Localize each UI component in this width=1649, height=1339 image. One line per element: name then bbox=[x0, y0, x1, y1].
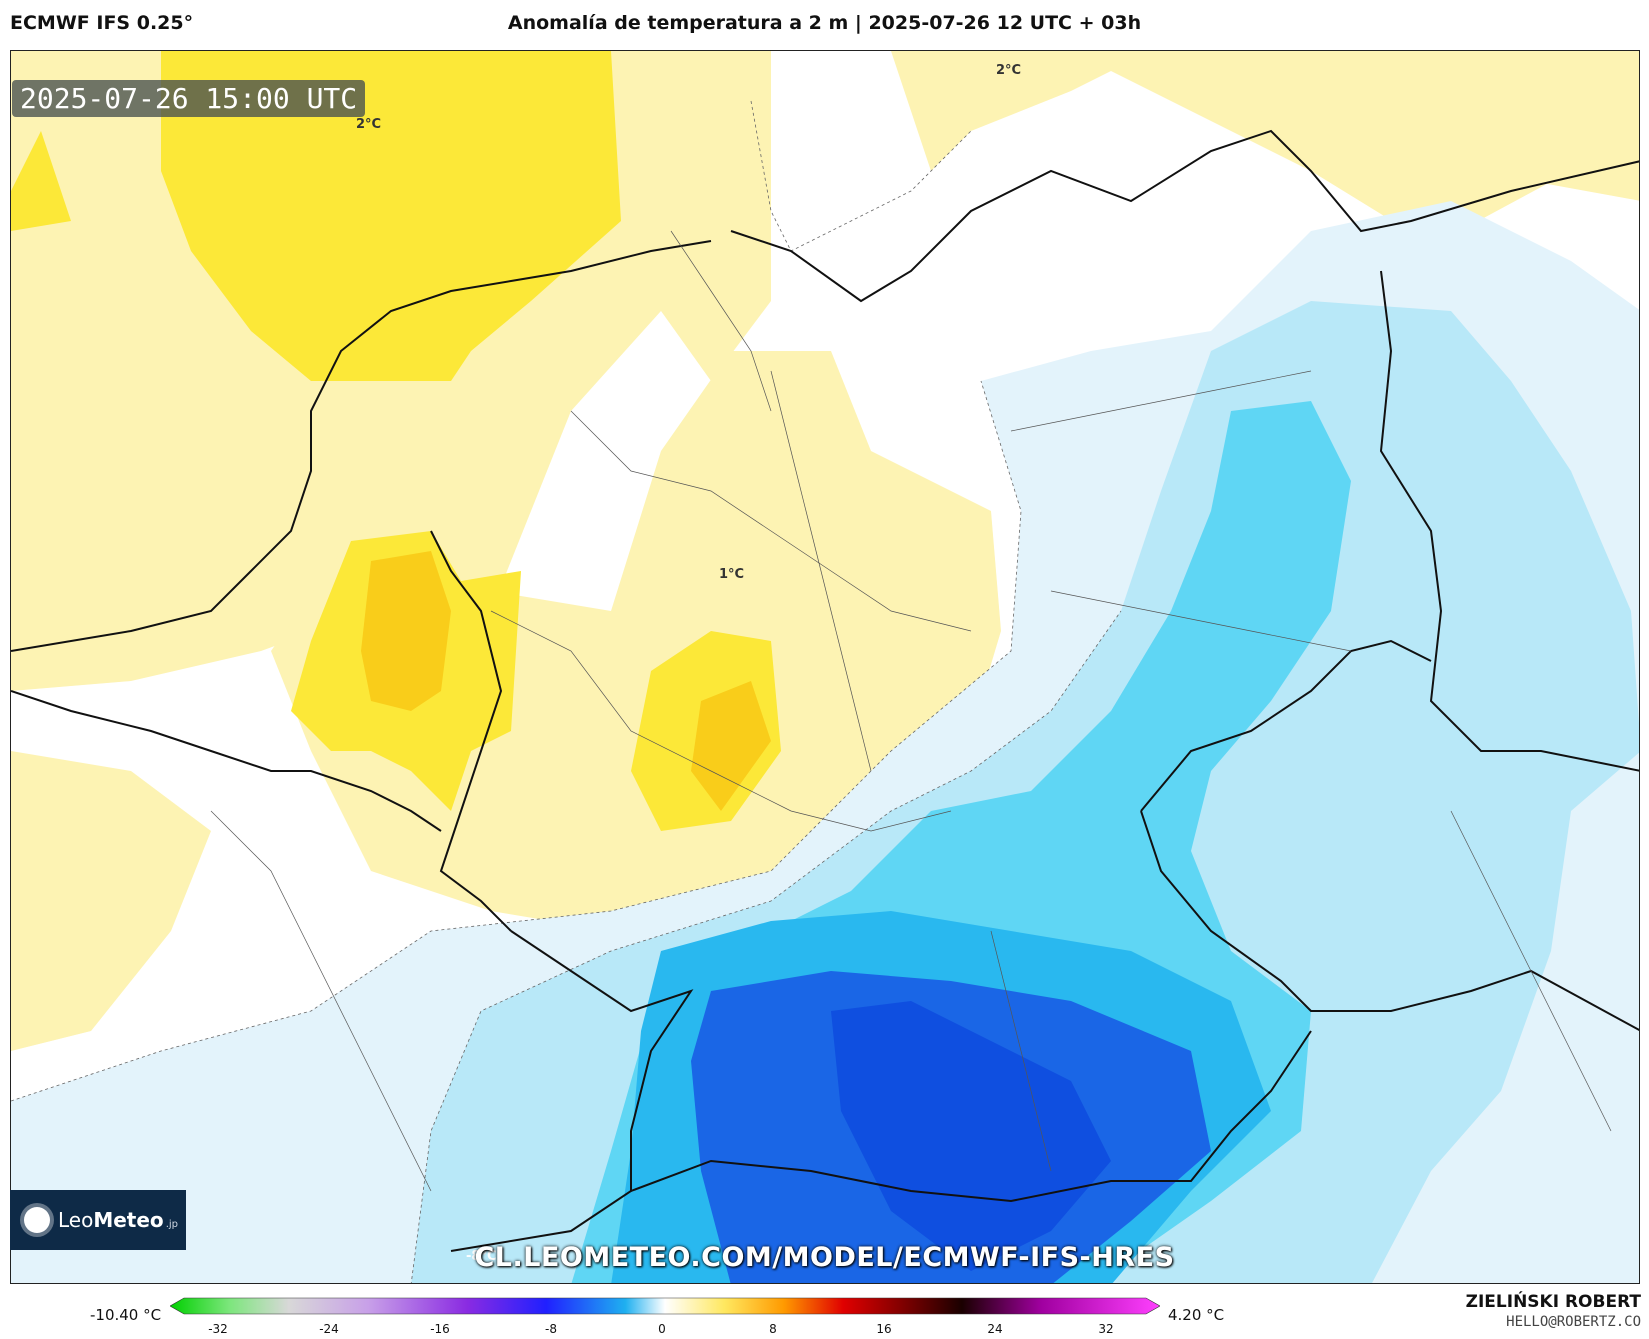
map-title: Anomalía de temperatura a 2 m | 2025-07-… bbox=[507, 12, 1142, 34]
border-east-south bbox=[1140, 810, 1639, 1032]
warm-area-sea-core bbox=[161, 51, 621, 381]
border-west bbox=[11, 690, 442, 832]
legend-bar: -10.40 °C -32 -24 -16 bbox=[0, 1288, 1649, 1339]
leometeo-logo[interactable]: LeoMeteo .jp bbox=[10, 1190, 186, 1250]
legend-tick: -16 bbox=[430, 1322, 450, 1336]
contour-zero-south bbox=[11, 380, 1022, 1102]
sun-icon bbox=[24, 1207, 50, 1233]
cold-area-south-core bbox=[831, 1001, 1111, 1271]
contour-label-minus8c: -8°C bbox=[466, 1249, 497, 1264]
border-south bbox=[450, 930, 694, 1252]
regional-border-h bbox=[990, 930, 1052, 1172]
coastline-baltic bbox=[730, 129, 1639, 303]
valid-time-badge: 2025-07-26 15:00 UTC bbox=[12, 80, 366, 117]
color-scale-bar bbox=[170, 1297, 1160, 1315]
warm-area-benelux-core bbox=[361, 551, 451, 711]
regional-border-e bbox=[1050, 590, 1352, 652]
warm-area-far-northeast bbox=[1261, 51, 1639, 241]
watermark-url: CL.LEOMETEO.COM/MODEL/ECMWF-IFS-HRES bbox=[474, 1242, 1175, 1273]
contour-label-2c-west: 2°C bbox=[356, 117, 382, 132]
legend-tick: 0 bbox=[658, 1322, 666, 1336]
coastline-north-sea bbox=[11, 240, 712, 652]
legend-tick: 16 bbox=[876, 1322, 892, 1336]
warm-area-west-strip bbox=[11, 131, 71, 231]
author-email[interactable]: HELLO@ROBERTZ.CO bbox=[1506, 1314, 1641, 1330]
warm-area-southwest bbox=[11, 751, 211, 1051]
max-value-label: 4.20 °C bbox=[1168, 1306, 1225, 1324]
logo-text: LeoMeteo bbox=[58, 1208, 164, 1232]
regional-border-g bbox=[1450, 810, 1612, 1132]
contour-label-1c: 1°C bbox=[719, 567, 745, 582]
regional-border-c bbox=[770, 370, 872, 772]
legend-tick: -24 bbox=[319, 1322, 339, 1336]
regional-border-b bbox=[490, 610, 952, 832]
regional-borders bbox=[210, 230, 1612, 1192]
legend-tick: -8 bbox=[545, 1322, 557, 1336]
legend-tick: 32 bbox=[1098, 1322, 1114, 1336]
temperature-anomaly-map bbox=[11, 51, 1639, 1283]
author-name: ZIELIŃSKI ROBERT bbox=[1465, 1292, 1641, 1312]
color-scale bbox=[170, 1297, 1160, 1315]
contour-cold-mid bbox=[410, 610, 1122, 1283]
border-benelux bbox=[430, 530, 512, 932]
country-borders bbox=[11, 129, 1639, 1252]
map-area[interactable]: 2°C 2°C 1°C -8°C bbox=[10, 50, 1640, 1284]
regional-border-a bbox=[570, 410, 972, 632]
regional-border-f bbox=[210, 810, 432, 1192]
legend-tick: 8 bbox=[769, 1322, 777, 1336]
border-central-east bbox=[1379, 270, 1639, 772]
contour-label-2c-north: 2°C bbox=[996, 63, 1022, 78]
min-value-label: -10.40 °C bbox=[90, 1306, 162, 1324]
border-southeast bbox=[1140, 639, 1432, 812]
border-alpine bbox=[630, 1030, 1312, 1203]
legend-tick: 24 bbox=[987, 1322, 1003, 1336]
regional-border-i bbox=[670, 230, 772, 412]
legend-tick: -32 bbox=[208, 1322, 228, 1336]
warm-area-east-central-core bbox=[691, 681, 771, 811]
regional-border-d bbox=[1010, 370, 1312, 432]
anomaly-contours bbox=[11, 100, 1122, 1283]
logo-suffix: .jp bbox=[165, 1218, 178, 1230]
model-name: ECMWF IFS 0.25° bbox=[10, 12, 194, 34]
